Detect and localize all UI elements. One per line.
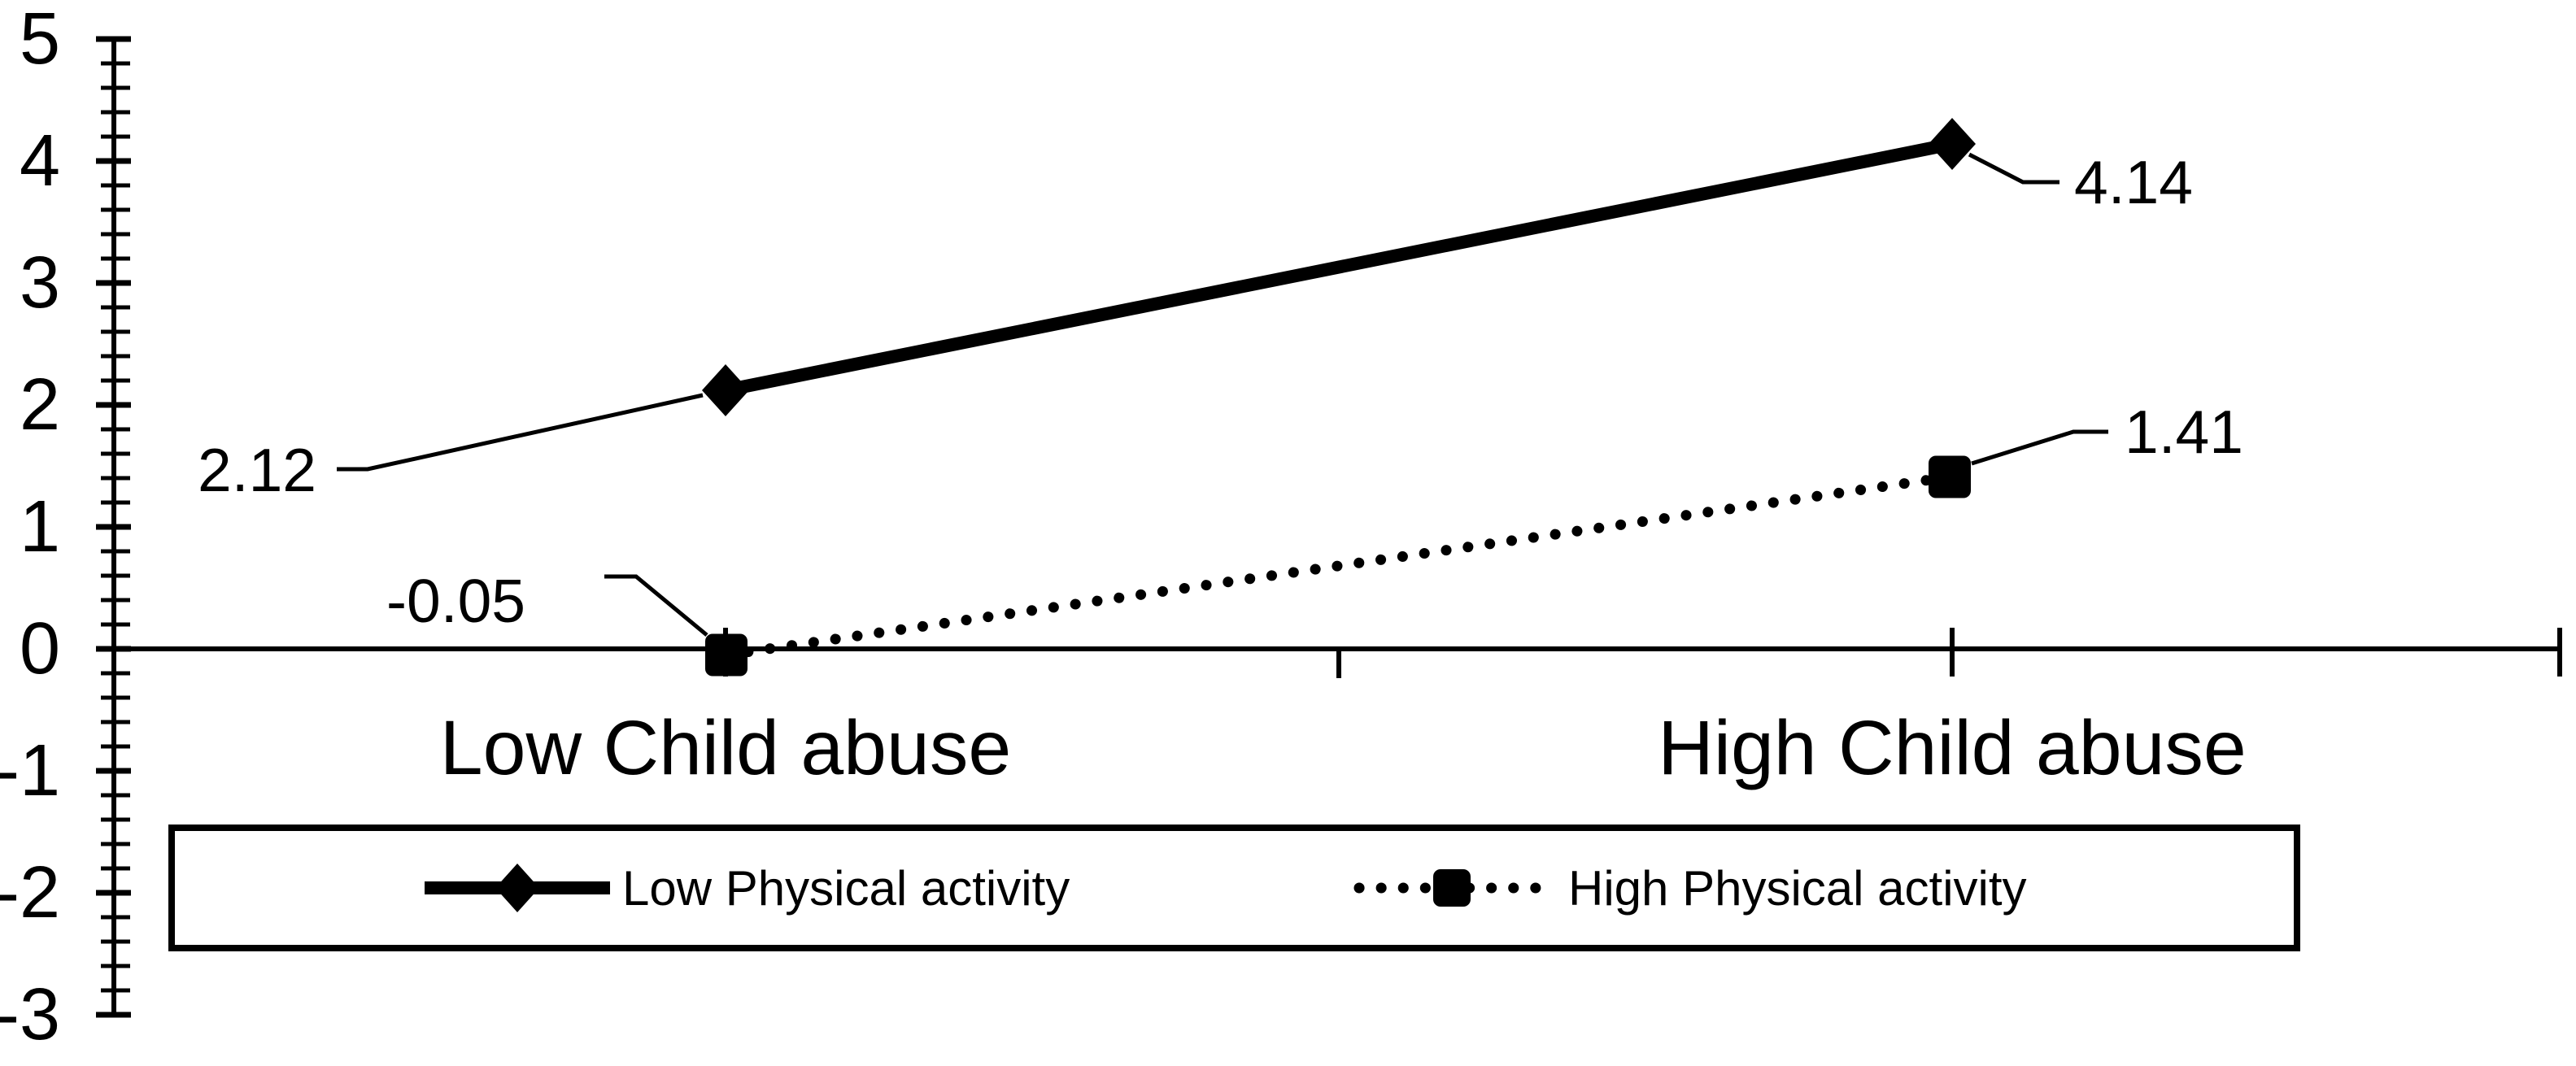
leader-line-2-12 [337,393,704,472]
leader-line-1-41 [1971,429,2108,466]
y-axis-tick-label-4: 4 [19,120,60,202]
series-high-physical-activity-line [721,472,1955,660]
series-low-physical-activity-line [724,137,1954,397]
data-label-high-pa-high-abuse: 1.41 [2125,398,2243,466]
marker-diamond-high-abuse [1929,118,1976,170]
legend-glyph-diamond [495,864,539,912]
y-axis-tick-label-5: 5 [19,0,60,80]
data-label-low-pa-high-abuse: 4.14 [2074,148,2193,216]
marker-diamond-low-abuse [702,364,749,416]
y-axis-tick-label-3: 3 [19,242,60,324]
data-label-low-pa-low-abuse: 2.12 [198,436,316,504]
legend-glyph-square [1433,869,1471,907]
data-label-high-pa-low-abuse: -0.05 [386,567,525,635]
y-axis-tick-label-0: 0 [19,608,60,690]
y-axis-tick-label-1: 1 [19,486,60,568]
y-axis-tick-label--3: -3 [0,974,60,1055]
leader-line-4-14 [1968,152,2059,185]
legend-label-high-physical-activity: High Physical activity [1568,861,2027,916]
legend-box [168,825,2300,951]
leader-line--0-05 [604,574,708,637]
y-axis-tick-label--1: -1 [0,730,60,811]
x-axis-label-low-child-abuse: Low Child abuse [439,705,1012,791]
legend-label-low-physical-activity: Low Physical activity [622,861,1070,916]
y-axis-tick-label--2: -2 [0,852,60,933]
x-axis-label-high-child-abuse: High Child abuse [1658,705,2247,791]
y-axis-tick-label-2: 2 [19,364,60,446]
marker-square-high-abuse [1929,455,1971,498]
marker-square-low-abuse [705,633,748,677]
